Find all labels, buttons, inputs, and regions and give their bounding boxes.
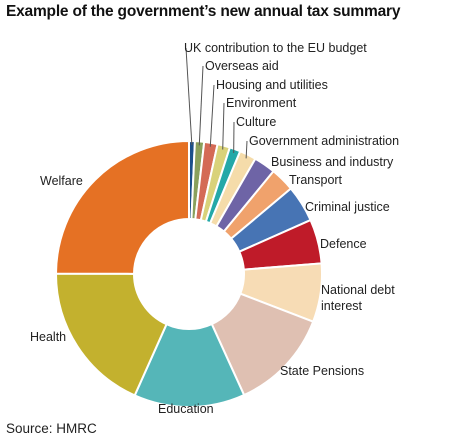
- chart-source: Source: HMRC: [6, 421, 97, 436]
- label-defence: Defence: [320, 237, 367, 251]
- slice-labels: UK contribution to the EU budget Overseas…: [30, 41, 399, 416]
- label-transport: Transport: [289, 173, 343, 187]
- leader-housing-and-utilities: [209, 84, 215, 147]
- label-environment: Environment: [226, 96, 297, 110]
- label-state-pensions: State Pensions: [280, 364, 364, 378]
- label-welfare: Welfare: [40, 174, 83, 188]
- slice-welfare: [54, 139, 190, 275]
- label-business-and-industry: Business and industry: [271, 155, 394, 169]
- slice-health: [55, 272, 168, 397]
- slices: [54, 139, 323, 408]
- leader-environment: [222, 102, 225, 150]
- label-education: Education: [158, 402, 214, 416]
- label-housing-and-utilities: Housing and utilities: [216, 78, 328, 92]
- label-criminal-justice: Criminal justice: [305, 200, 390, 214]
- chart-title: Example of the government’s new annual t…: [6, 3, 401, 20]
- label-national-debt-interest: National debt interest: [321, 283, 395, 313]
- label-overseas-aid: Overseas aid: [205, 59, 279, 73]
- label-government-administration: Government administration: [249, 134, 399, 148]
- label-uk-contribution-to-the-eu-budget: UK contribution to the EU budget: [184, 41, 367, 55]
- label-health: Health: [30, 330, 66, 344]
- label-culture: Culture: [236, 115, 276, 129]
- leader-overseas-aid: [198, 65, 204, 146]
- leader-government-administration: [245, 140, 248, 159]
- leader-lines: [185, 47, 248, 159]
- leader-uk-contribution-to-the-eu-budget: [185, 47, 193, 146]
